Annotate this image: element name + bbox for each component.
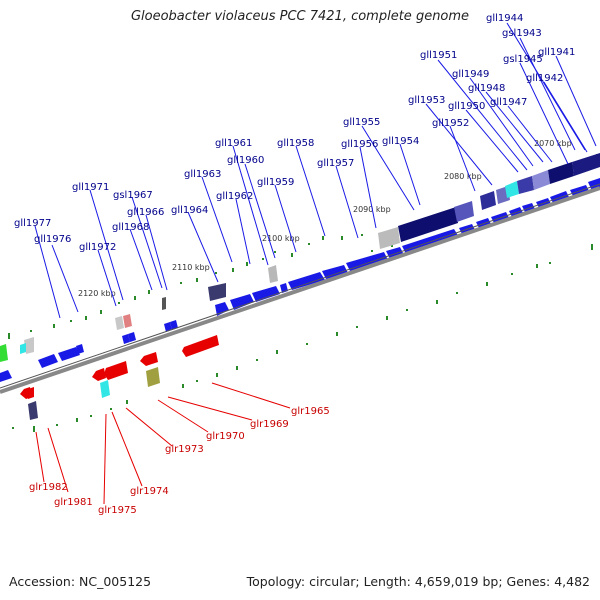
topology-summary: Topology: circular; Length: 4,659,019 bp… (246, 574, 590, 589)
kbp-label: 2120 kbp (78, 289, 116, 298)
reverse-colored-genes (28, 367, 160, 420)
genome-backbone (0, 183, 600, 394)
gene-label-gll1964: gll1964 (171, 205, 208, 216)
gene-label-gsl1945: gsl1945 (503, 54, 543, 65)
gene-label-gll1952: gll1952 (432, 118, 469, 129)
gene-label-gll1976: gll1976 (34, 234, 71, 245)
gene-label-glr1965: glr1965 (291, 406, 330, 417)
gene-label-glr1970: glr1970 (206, 431, 245, 442)
gene-label-gll1942: gll1942 (526, 73, 563, 84)
gene-label-gll1958: gll1958 (277, 138, 314, 149)
gene-label-gll1977: gll1977 (14, 218, 51, 229)
gene-label-gll1972: gll1972 (79, 242, 116, 253)
gene-label-gll1951: gll1951 (420, 50, 457, 61)
gene-label-gll1957: gll1957 (317, 158, 354, 169)
forward-leader-lines (34, 22, 597, 319)
gene-label-glr1969: glr1969 (250, 419, 289, 430)
gene-label-gll1971: gll1971 (72, 182, 109, 193)
kbp-label: 2080 kbp (444, 172, 482, 181)
kbp-label: 2070 kbp (534, 139, 572, 148)
gene-label-gll1966: gll1966 (127, 207, 164, 218)
gene-label-gll1941: gll1941 (538, 47, 575, 58)
gene-label-glr1981: glr1981 (54, 497, 93, 508)
gene-label-glr1982: glr1982 (29, 482, 68, 493)
lower-tick-track (12, 244, 593, 432)
reverse-gene-labels: glr1965 glr1969 glr1970 glr1973 glr1974 … (29, 406, 330, 516)
gene-label-gll1944: gll1944 (486, 13, 523, 24)
reverse-gene-band (20, 335, 219, 399)
gene-label-gll1949: gll1949 (452, 69, 489, 80)
gene-label-gsl1967: gsl1967 (113, 190, 153, 201)
gene-label-gll1968: gll1968 (112, 222, 149, 233)
gene-label-gll1953: gll1953 (408, 95, 445, 106)
gene-label-gll1962: gll1962 (216, 191, 253, 202)
reverse-leader-lines (35, 382, 291, 505)
gene-label-gll1955: gll1955 (343, 117, 380, 128)
forward-colored-genes (0, 153, 600, 362)
gene-label-gll1961: gll1961 (215, 138, 252, 149)
gene-label-gll1963: gll1963 (184, 169, 221, 180)
forward-gene-labels: gll1944 gsl1943 gll1941 gll1951 gsl1945 … (14, 13, 575, 253)
gene-label-gll1947: gll1947 (490, 97, 527, 108)
gene-label-gll1960: gll1960 (227, 155, 264, 166)
forward-gene-band (0, 178, 600, 382)
gene-label-gll1950: gll1950 (448, 101, 485, 112)
gene-label-gll1948: gll1948 (468, 83, 505, 94)
gene-label-gll1959: gll1959 (257, 177, 294, 188)
gene-label-gll1956: gll1956 (341, 139, 378, 150)
gene-label-glr1973: glr1973 (165, 444, 204, 455)
gene-label-glr1975: glr1975 (98, 505, 137, 516)
kbp-label: 2110 kbp (172, 263, 210, 272)
kbp-label: 2100 kbp (262, 234, 300, 243)
gene-label-gll1954: gll1954 (382, 136, 419, 147)
map-title: Gloeobacter violaceus PCC 7421, complete… (130, 9, 470, 24)
gene-label-gsl1943: gsl1943 (502, 28, 542, 39)
accession-text: Accession: NC_005125 (9, 574, 152, 589)
gene-label-glr1974: glr1974 (130, 486, 169, 497)
